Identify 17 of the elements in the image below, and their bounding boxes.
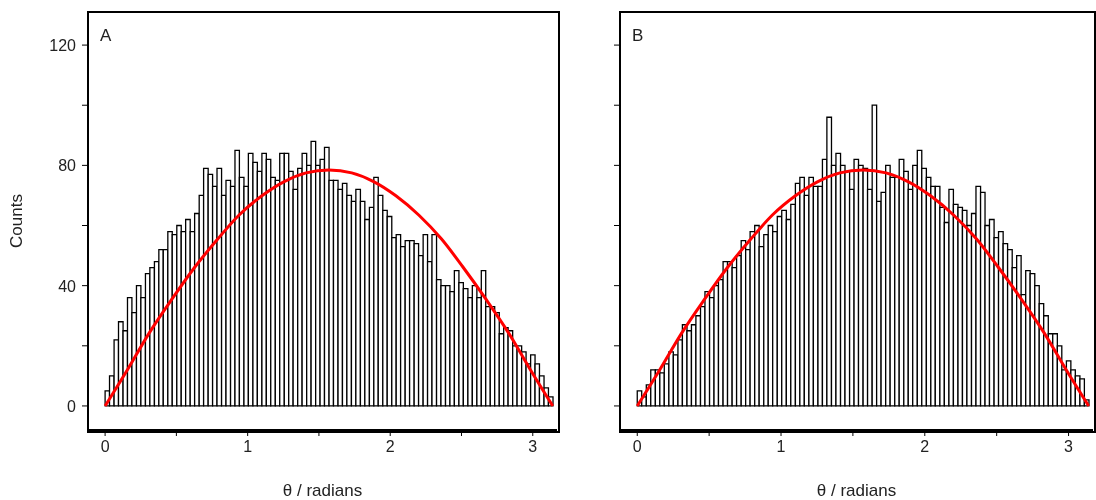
x-tick-label: 1 <box>243 438 253 455</box>
y-tick-label: 40 <box>58 277 77 295</box>
x-tick-label: 3 <box>1064 438 1074 455</box>
annotation: B <box>632 26 644 46</box>
y-tick-label: 0 <box>67 397 77 415</box>
x-axis-title: θ / radians <box>282 481 363 500</box>
y-axis-title: Counts <box>7 194 27 248</box>
y-tick-label: 80 <box>58 157 77 175</box>
x-tick-label: 3 <box>528 438 538 455</box>
y-tick-label: 120 <box>49 37 77 55</box>
x-tick-label: 0 <box>632 438 642 455</box>
x-tick-label: 0 <box>100 438 110 455</box>
annotation: A <box>100 26 112 46</box>
x-tick-label: 2 <box>920 438 930 455</box>
x-tick-label: 2 <box>385 438 395 455</box>
x-axis-title: θ / radians <box>816 481 897 500</box>
x-tick-label: 1 <box>776 438 786 455</box>
